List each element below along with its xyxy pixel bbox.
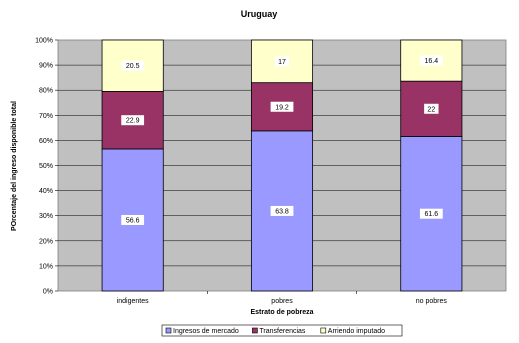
x-axis: indigentes pobres no pobres <box>117 291 448 305</box>
data-label: 61.6 <box>425 211 439 218</box>
y-axis-title: POrcentaje del ingreso disponible total <box>11 101 18 231</box>
data-label: 56.6 <box>126 217 140 224</box>
chart-title: Uruguay <box>241 9 278 19</box>
data-label-bg <box>121 214 145 225</box>
data-label-bg <box>270 101 294 112</box>
data-label-bg <box>419 208 443 219</box>
data-label-bg <box>121 60 145 71</box>
data-label: 22.9 <box>126 118 140 125</box>
bars: 56.6 22.9 20.5 63.8 19.2 17 61.6 22 16.4 <box>101 39 463 292</box>
data-label: 22 <box>427 106 435 113</box>
data-label: 16.4 <box>425 58 439 65</box>
y-tick-label: 60% <box>39 138 53 145</box>
legend-entry: Arriendo imputado <box>328 328 385 335</box>
data-label-bg <box>121 115 145 126</box>
data-label: 17 <box>278 59 286 66</box>
data-label-bg <box>424 103 439 114</box>
data-label-bg <box>274 56 290 67</box>
data-label: 20.5 <box>126 63 140 70</box>
x-tick-label: pobres <box>271 298 293 305</box>
legend-swatch <box>165 327 172 334</box>
y-tick-label: 100% <box>35 38 53 45</box>
y-axis: 0% 10% 20% 30% 40% 50% 60% 70% 80% 90% 100% <box>35 38 58 296</box>
data-label-bg <box>419 55 443 66</box>
legend: Ingresos de mercado Transferencias Arriend… <box>161 324 403 337</box>
x-tick-label: indigentes <box>117 298 149 305</box>
legend-entry: Ingresos de mercado <box>173 328 239 335</box>
y-tick-label: 20% <box>39 238 53 245</box>
y-tick-label: 90% <box>39 63 53 70</box>
legend-swatch <box>252 327 258 334</box>
data-label: 19.2 <box>275 104 289 111</box>
y-tick-label: 80% <box>39 88 53 95</box>
data-label: 63.8 <box>275 208 289 215</box>
x-axis-title: Estrato de pobreza <box>250 309 313 316</box>
y-tick-label: 70% <box>39 113 53 120</box>
y-tick-label: 30% <box>39 213 53 220</box>
legend-box <box>161 324 403 337</box>
x-tick-label: no pobres <box>416 298 448 305</box>
data-label-bg <box>270 205 294 216</box>
y-tick-label: 10% <box>39 263 53 270</box>
y-tick-label: 40% <box>39 188 53 195</box>
y-tick-label: 50% <box>39 163 53 170</box>
y-tick-label: 0% <box>43 289 53 296</box>
legend-entry: Transferencias <box>259 328 306 335</box>
legend-swatch <box>320 327 327 334</box>
